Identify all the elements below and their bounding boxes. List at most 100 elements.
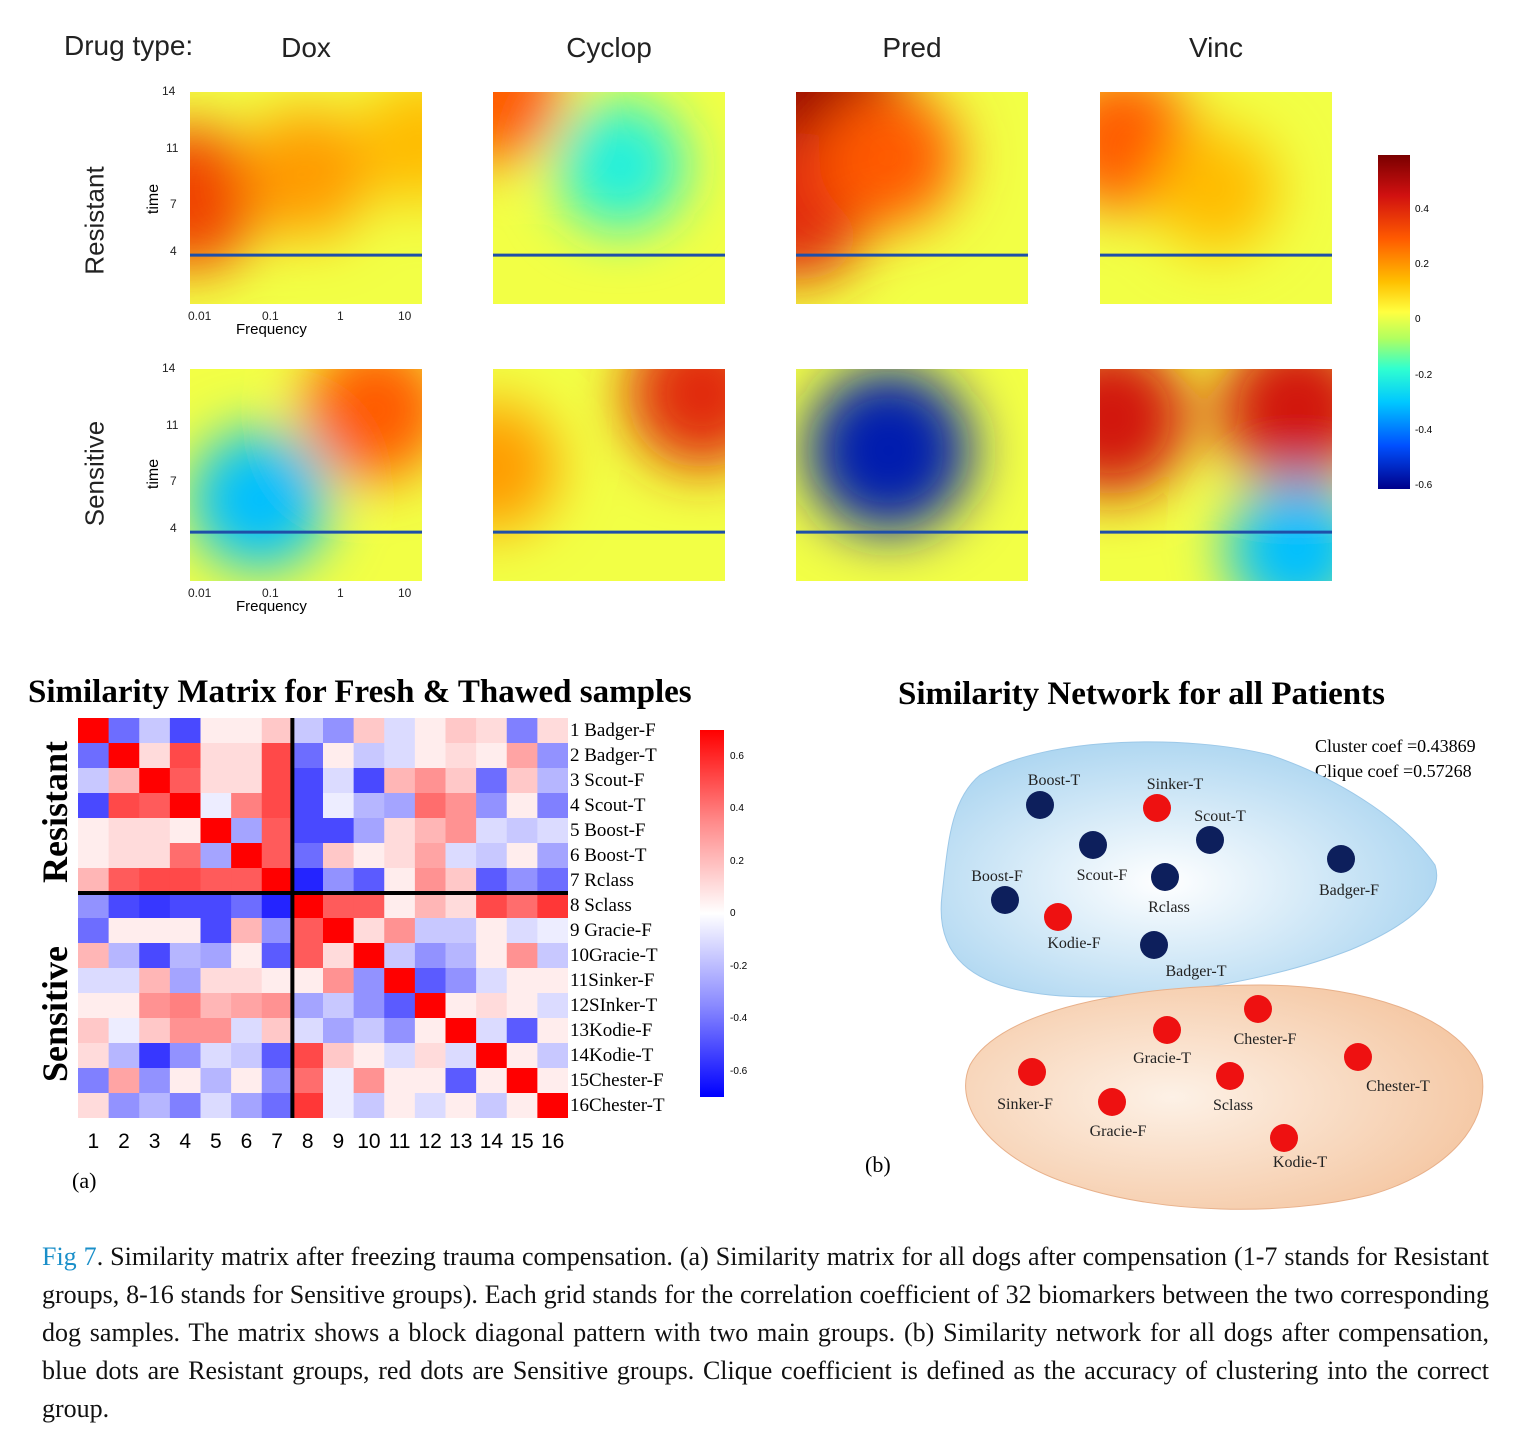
heatmap-spot [1100, 369, 1190, 496]
heatmap-dox-resistant [190, 92, 422, 304]
matrix-col-label: 3 [148, 1130, 161, 1153]
matrix-cell [323, 1043, 355, 1069]
x-tick: 0.01 [188, 309, 212, 323]
matrix-cell [78, 1018, 110, 1044]
matrix-col-label: 4 [179, 1130, 192, 1153]
matrix-cell [323, 993, 355, 1019]
matrix-cell [476, 868, 508, 894]
matrix-cell [445, 1093, 477, 1118]
heatmap-spot [305, 369, 422, 480]
matrix-cell [261, 1093, 293, 1118]
matrix-row-label: 10Gracie-T [570, 945, 658, 966]
network-node-label: Sinker-F [997, 1096, 1053, 1113]
matrix-cell [476, 793, 508, 819]
matrix-cell [384, 818, 416, 844]
network-node-resistant [1026, 791, 1054, 819]
matrix-cell [537, 993, 568, 1019]
matrix-cell [261, 993, 293, 1019]
network-node-label: Boost-F [971, 868, 1023, 885]
matrix-cell [414, 943, 446, 969]
matrix-cell [384, 768, 416, 794]
matrix-cell [108, 893, 140, 919]
matrix-cell [353, 818, 385, 844]
matrix-cell [353, 893, 385, 919]
heatmap-spot [241, 108, 371, 239]
caption-text: . Similarity matrix after freezing traum… [42, 1242, 1489, 1423]
network-node-resistant [1327, 845, 1355, 873]
matrix-cell [292, 843, 324, 869]
matrix-row-label: 3 Scout-F [570, 770, 645, 791]
matrix-cell [323, 818, 355, 844]
matrix-colorbar [700, 730, 724, 1097]
matrix-cell [78, 793, 110, 819]
matrix-cell [200, 943, 232, 969]
matrix-cell [323, 943, 355, 969]
matrix-cell [292, 1093, 324, 1118]
drug-header-pred: Pred [882, 32, 942, 63]
heatmap-spot [1153, 127, 1279, 253]
network-node-label: Badger-T [1166, 963, 1227, 980]
matrix-cell [353, 843, 385, 869]
matrix-col-label: 14 [479, 1130, 504, 1153]
matrix-cell [261, 868, 293, 894]
x-tick: 1 [337, 586, 344, 600]
matrix-cell [445, 943, 477, 969]
matrix-cell [292, 793, 324, 819]
matrix-cell [445, 868, 477, 894]
matrix-cell [476, 918, 508, 944]
matrix-cell [506, 768, 538, 794]
matrix-row-label: 2 Badger-T [570, 745, 657, 766]
matrix-cell [200, 868, 232, 894]
network-node-label: Chester-T [1366, 1078, 1430, 1095]
matrix-cell [78, 1093, 110, 1118]
x-axis-label-frequency: Frequency [236, 321, 307, 338]
matrix-cell [108, 793, 140, 819]
heatmap-dox-sensitive [190, 369, 422, 581]
matrix-cell [108, 943, 140, 969]
matrix-cell [231, 918, 263, 944]
network-node-sensitive [1098, 1088, 1126, 1116]
heatmap-spot [493, 401, 558, 532]
matrix-cell [108, 1093, 140, 1118]
x-tick: 0.1 [262, 309, 279, 323]
matrix-cell [78, 943, 110, 969]
matrix-cell [537, 1043, 568, 1069]
matrix-cell [323, 918, 355, 944]
matrix-cell [414, 1093, 446, 1118]
matrix-col-label: 15 [510, 1130, 534, 1153]
matrix-cell [537, 893, 568, 919]
matrix-cell [353, 768, 385, 794]
network-node-label: Rclass [1148, 899, 1190, 916]
network-node-sensitive [1044, 903, 1072, 931]
matrix-cell [200, 843, 232, 869]
matrix-cell [292, 918, 324, 944]
network-node-label: Chester-F [1234, 1031, 1297, 1048]
matrix-cell [353, 993, 385, 1019]
drug-header-cyclop: Cyclop [566, 32, 652, 63]
matrix-cell [292, 743, 324, 769]
matrix-cell [231, 768, 263, 794]
panel-label-b: (b) [865, 1152, 891, 1177]
matrix-cell [261, 843, 293, 869]
matrix-cell [445, 768, 477, 794]
x-tick: 1 [337, 309, 344, 323]
matrix-col-label: 7 [271, 1130, 283, 1153]
matrix-cell [231, 1068, 263, 1094]
matrix-cell [108, 968, 140, 994]
heatmap-vinc-resistant [1100, 92, 1332, 304]
matrix-cell [108, 918, 140, 944]
matrix-cell [506, 743, 538, 769]
sensitive-cluster-blob [965, 984, 1484, 1210]
matrix-cell [445, 1043, 477, 1069]
matrix-cell [414, 718, 446, 744]
matrix-cell [323, 718, 355, 744]
matrix-cell [169, 843, 201, 869]
network-node-sensitive [1018, 1058, 1046, 1086]
matrix-cell [139, 1093, 171, 1118]
matrix-cell [445, 843, 477, 869]
network-node-resistant [1196, 826, 1224, 854]
matrix-cell [200, 1068, 232, 1094]
matrix-cell [139, 943, 171, 969]
matrix-cell [169, 718, 201, 744]
figure-reference-link[interactable]: Fig 7 [42, 1242, 97, 1271]
